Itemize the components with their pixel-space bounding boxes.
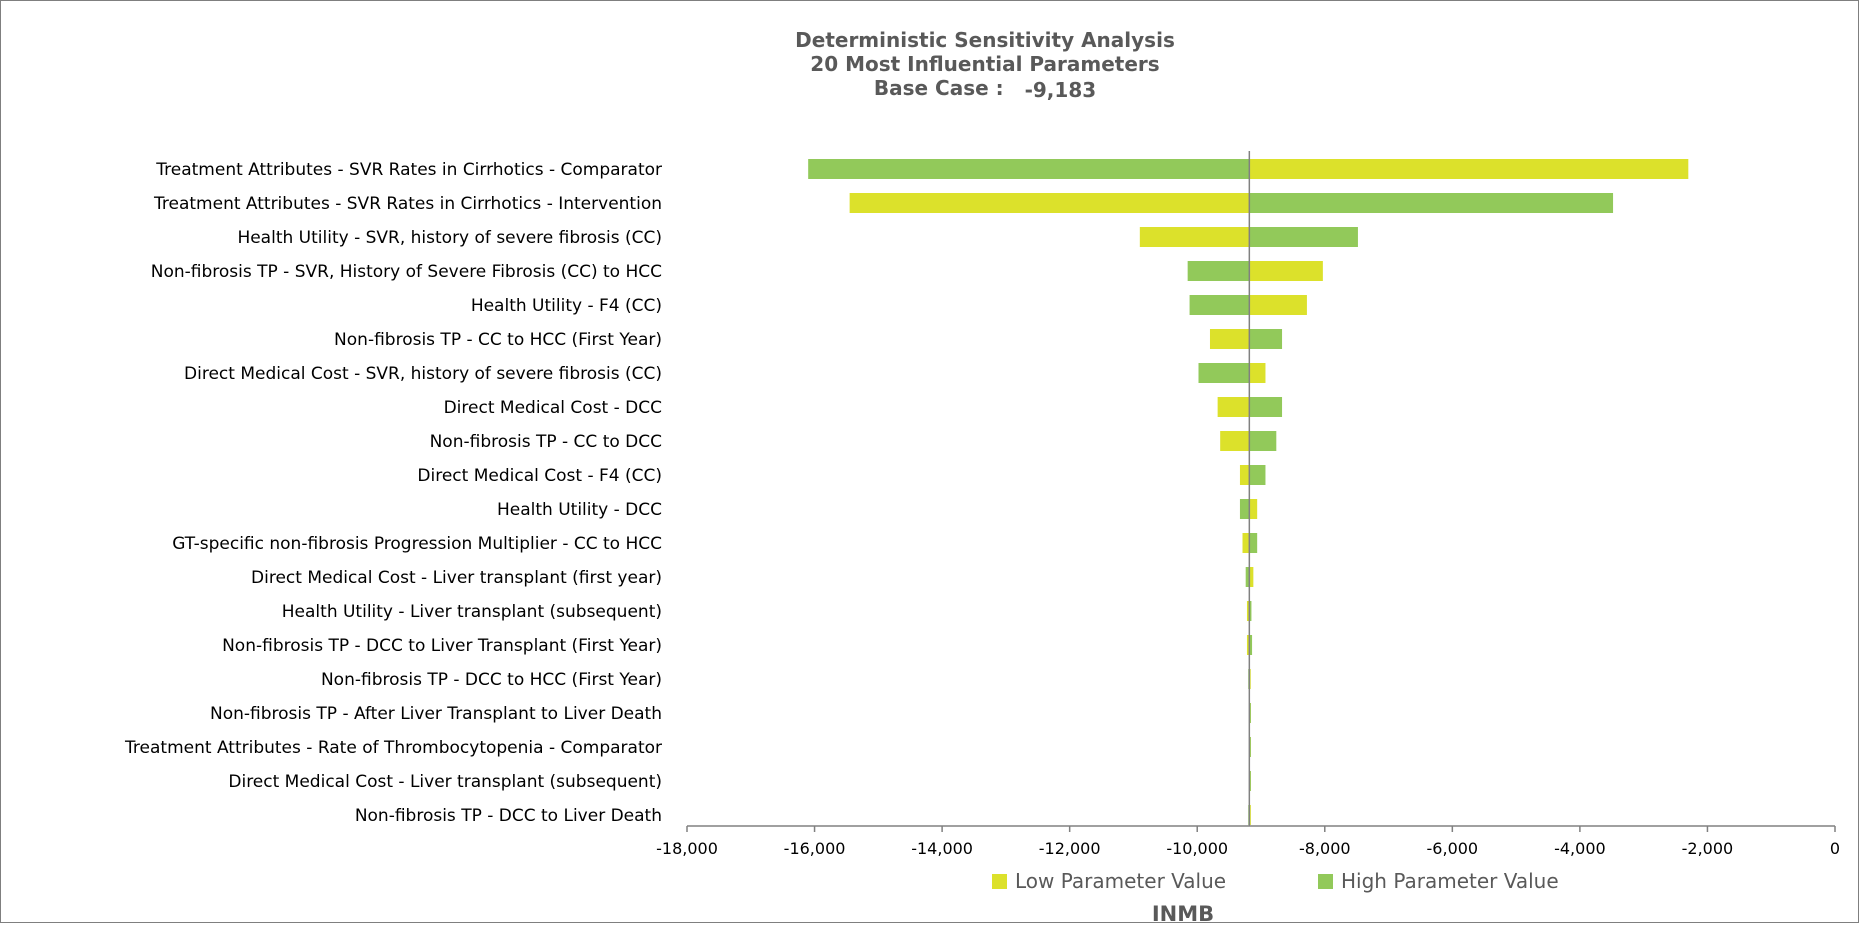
- category-label: Treatment Attributes - SVR Rates in Cirr…: [153, 194, 662, 214]
- base-case-value: -9,183: [1024, 78, 1097, 102]
- low-value-bar: [1139, 227, 1250, 247]
- category-label: Non-fibrosis TP - CC to HCC (First Year): [334, 330, 662, 350]
- category-label: GT-specific non-fibrosis Progression Mul…: [172, 534, 662, 554]
- category-label: Non-fibrosis TP - SVR, History of Severe…: [151, 262, 662, 282]
- x-tick-label: -10,000: [1166, 839, 1228, 858]
- x-tick-label: -2,000: [1682, 839, 1734, 858]
- x-axis-label: INMB: [1152, 902, 1214, 925]
- low-value-bar: [1242, 533, 1250, 553]
- low-value-bar: [1239, 465, 1250, 485]
- x-tick-label: -8,000: [1299, 839, 1351, 858]
- legend-label-low: Low Parameter Value: [1015, 869, 1226, 893]
- category-label: Non-fibrosis TP - After Liver Transplant…: [210, 704, 662, 724]
- high-value-bar: [1187, 261, 1250, 281]
- chart-subtitle: 20 Most Influential Parameters: [810, 52, 1160, 76]
- category-label: Non-fibrosis TP - DCC to Liver Transplan…: [222, 636, 662, 656]
- category-label: Non-fibrosis TP - CC to DCC: [430, 432, 662, 452]
- x-tick-label: -18,000: [656, 839, 718, 858]
- low-value-bar: [1249, 499, 1258, 519]
- high-value-bar: [1249, 533, 1258, 553]
- high-value-bar: [1249, 465, 1266, 485]
- x-tick-label: -4,000: [1554, 839, 1606, 858]
- high-value-bar: [1239, 499, 1250, 519]
- high-value-bar: [808, 159, 1250, 179]
- category-label: Direct Medical Cost - SVR, history of se…: [184, 364, 662, 384]
- low-value-bar: [1249, 567, 1254, 587]
- x-tick-label: -14,000: [911, 839, 973, 858]
- x-tick-label: -16,000: [784, 839, 846, 858]
- category-label: Direct Medical Cost - DCC: [444, 398, 662, 418]
- category-label: Direct Medical Cost - Liver transplant (…: [228, 772, 662, 792]
- category-label: Treatment Attributes - SVR Rates in Cirr…: [155, 160, 662, 180]
- x-tick-label: -12,000: [1039, 839, 1101, 858]
- category-label: Non-fibrosis TP - DCC to Liver Death: [355, 806, 662, 826]
- chart-title-block: Deterministic Sensitivity Analysis 20 Mo…: [0, 28, 1861, 102]
- legend-swatch-high: [1318, 874, 1333, 889]
- high-value-bar: [1249, 227, 1358, 247]
- low-value-bar: [1209, 329, 1250, 349]
- high-value-bar: [1245, 567, 1250, 587]
- low-value-bar: [1249, 295, 1307, 315]
- high-value-bar: [1249, 431, 1277, 451]
- low-value-bar: [1220, 431, 1250, 451]
- legend-label-high: High Parameter Value: [1341, 869, 1559, 893]
- category-label: Treatment Attributes - Rate of Thrombocy…: [124, 738, 662, 758]
- high-value-bar: [1249, 635, 1253, 655]
- high-value-bar: [1249, 193, 1614, 213]
- category-label: Direct Medical Cost - Liver transplant (…: [251, 568, 662, 588]
- category-label: Non-fibrosis TP - DCC to HCC (First Year…: [321, 670, 662, 690]
- high-value-bar: [1249, 397, 1283, 417]
- high-value-bar: [1249, 329, 1283, 349]
- low-value-bar: [1246, 601, 1250, 621]
- high-value-bar: [1189, 295, 1250, 315]
- base-case-label: Base Case :: [873, 76, 1004, 100]
- x-tick-label: -6,000: [1427, 839, 1479, 858]
- low-value-bar: [1246, 635, 1250, 655]
- low-value-bar: [1249, 363, 1266, 383]
- category-label: Health Utility - Liver transplant (subse…: [282, 602, 662, 622]
- low-value-bar: [849, 193, 1250, 213]
- low-value-bar: [1249, 159, 1689, 179]
- category-label: Health Utility - F4 (CC): [471, 296, 662, 316]
- category-label: Direct Medical Cost - F4 (CC): [417, 466, 662, 486]
- chart-title: Deterministic Sensitivity Analysis: [795, 28, 1175, 52]
- legend-swatch-low: [992, 874, 1007, 889]
- category-label: Health Utility - DCC: [497, 500, 662, 520]
- base-case-line: Base Case : -9,183: [0, 76, 1861, 102]
- category-label: Health Utility - SVR, history of severe …: [237, 228, 662, 248]
- low-value-bar: [1249, 261, 1323, 281]
- high-value-bar: [1249, 601, 1252, 621]
- x-tick-label: 0: [1830, 839, 1840, 858]
- high-value-bar: [1198, 363, 1250, 383]
- low-value-bar: [1217, 397, 1250, 417]
